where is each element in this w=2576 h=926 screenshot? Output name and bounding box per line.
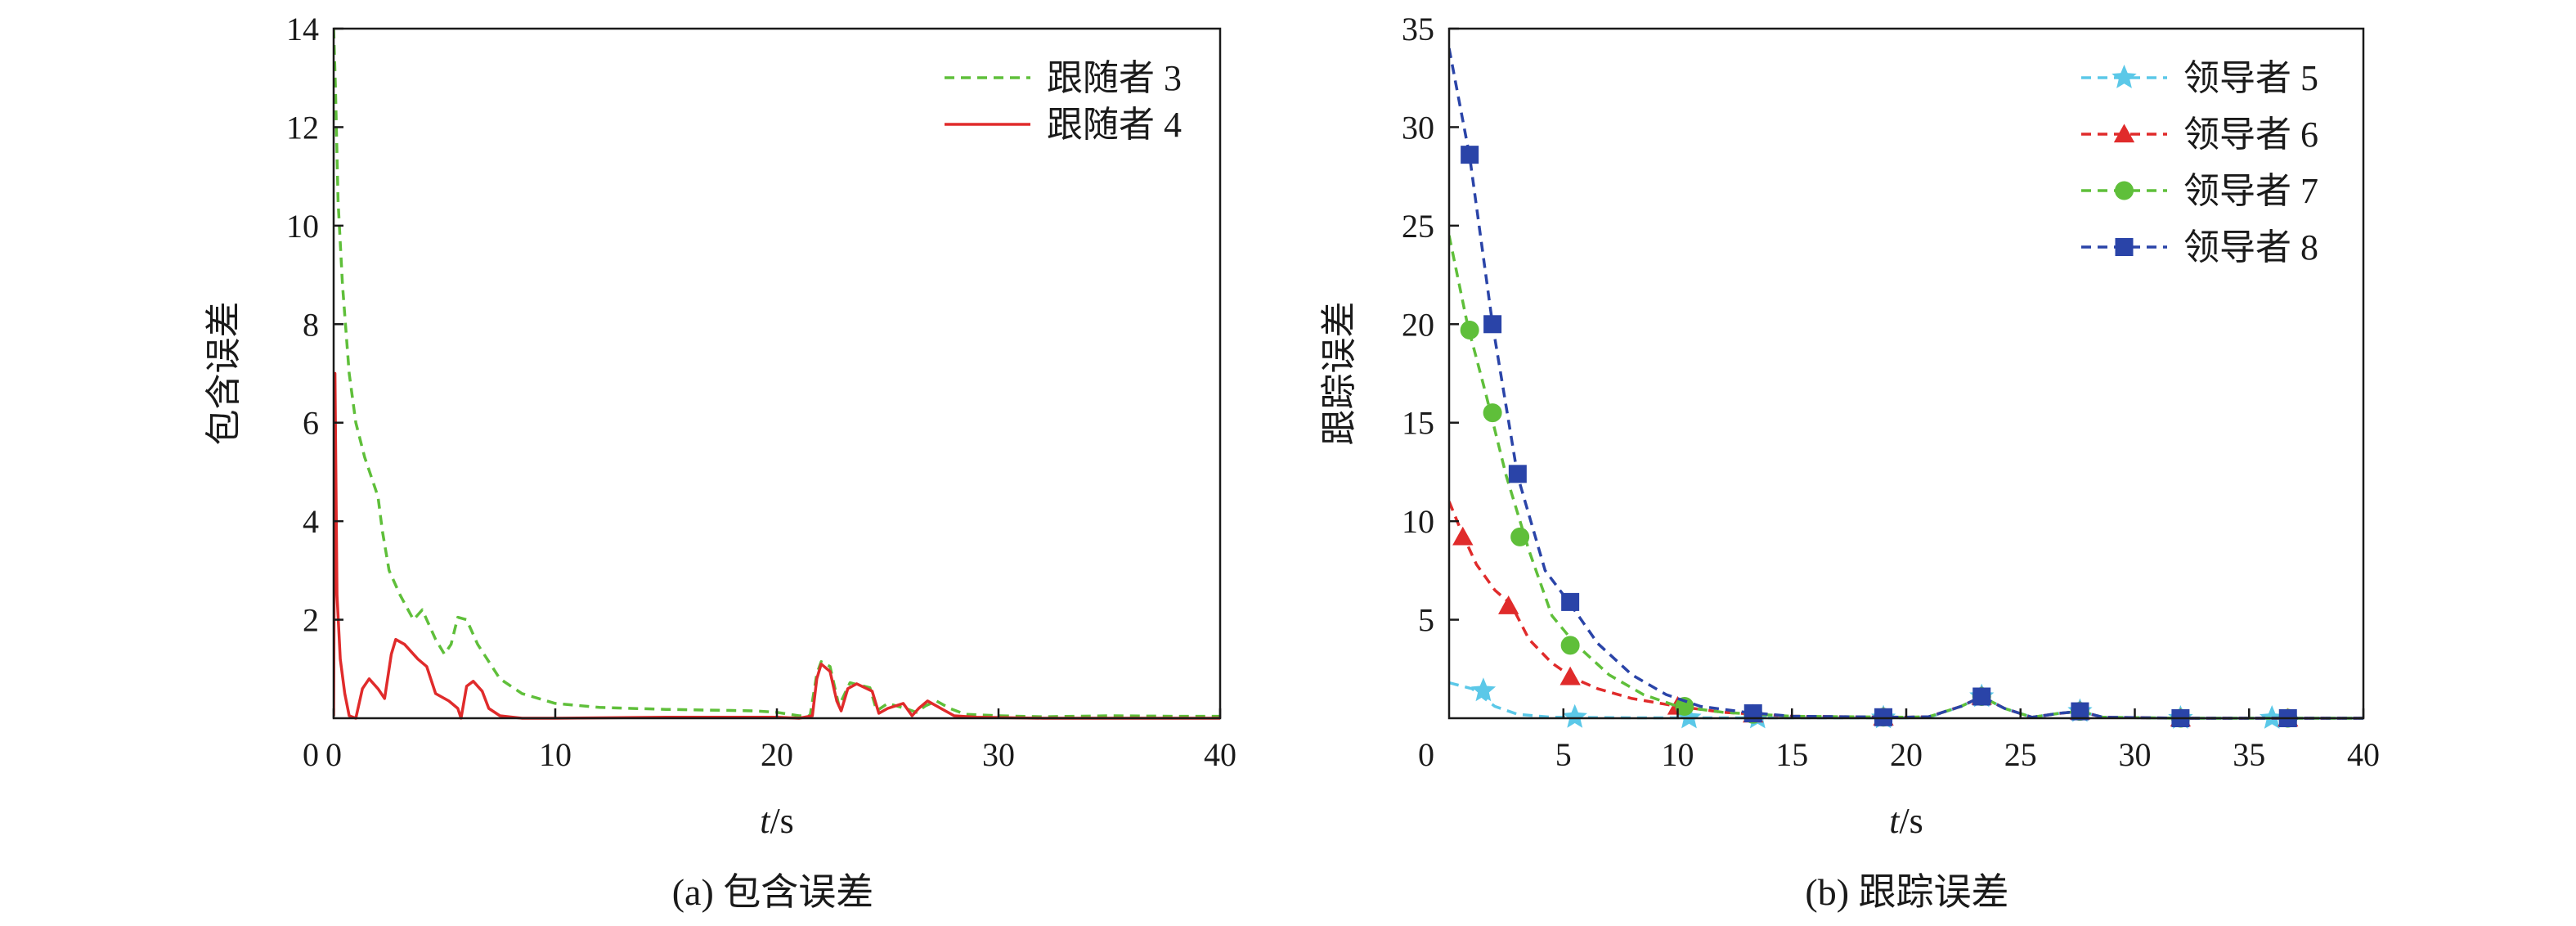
series-1-marker [1676, 704, 1702, 729]
x-axis-title: t/s [760, 801, 794, 841]
series-line-1 [334, 28, 1220, 718]
y-tick-label: 8 [303, 306, 319, 343]
legend-marker-1 [2112, 65, 2137, 88]
panel-a: 0 10 20 30 40 2 4 6 8 10 12 14 0 t/s 包含误差 跟随者 3 跟随者 4 (a)… [204, 11, 1236, 913]
x-tick-label: 25 [2004, 736, 2037, 773]
x-axis-title: t/s [1889, 801, 1923, 841]
legend-label-2: 跟随者 4 [1047, 105, 1182, 145]
series-4-marker [1744, 703, 1762, 722]
y-tick-label: 35 [1402, 11, 1434, 47]
y-axis-title: 跟踪误差 [1319, 302, 1359, 446]
series-2-marker [1560, 666, 1581, 686]
x-tick-label: 30 [982, 736, 1015, 773]
series-1-marker [1470, 677, 1497, 702]
series-line-3 [1449, 235, 2363, 720]
series-3-marker [1483, 403, 1502, 423]
x-axis-title-unit: /s [770, 801, 793, 841]
x-tick-label: 40 [2347, 736, 2380, 773]
x-axis-title-var: t [1889, 801, 1901, 841]
legend-label-3: 领导者 7 [2183, 171, 2318, 211]
series-1-marker [1562, 703, 1587, 728]
legend-marker-4 [2115, 238, 2134, 256]
x-tick-label: 10 [539, 736, 572, 773]
series-3-marker [1460, 321, 1479, 340]
panel-caption: (b) 跟踪误差 [1805, 871, 2008, 913]
legend-label-1: 领导者 5 [2183, 58, 2318, 98]
legend-marker-3 [2115, 181, 2134, 200]
y-tick-label: 10 [286, 208, 319, 245]
x-axis-title-unit: /s [1899, 801, 1923, 841]
y-tick-label: 30 [1402, 109, 1434, 146]
x-tick-label: 35 [2233, 736, 2265, 773]
panel-caption: (a) 包含误差 [672, 871, 874, 913]
series-4-marker [1561, 592, 1580, 611]
panel-b: 5 10 15 20 25 30 35 40 5 10 15 20 25 30 35 0 t/s 跟踪误差 领导者 … [1319, 11, 2380, 913]
x-tick-label: 15 [1775, 736, 1808, 773]
legend-label-4: 领导者 8 [2183, 227, 2318, 267]
legend-label-2: 领导者 6 [2183, 115, 2318, 155]
x-tick-label: 40 [1204, 736, 1236, 773]
y-tick-label: 12 [286, 109, 319, 146]
legend-label-1: 跟随者 3 [1047, 58, 1182, 98]
y-tick-label: 6 [303, 405, 319, 442]
series-3-marker [1510, 527, 1530, 546]
x-tick-label: 10 [1662, 736, 1694, 773]
series-2-marker [1498, 596, 1519, 614]
x-axis-title-var: t [760, 801, 771, 841]
y-tick-label: 2 [303, 602, 319, 639]
series-3-marker [1675, 697, 1694, 717]
x-tick-label: 0 [325, 736, 342, 773]
y-tick-label: 5 [1418, 602, 1434, 639]
origin-label: 0 [303, 736, 319, 773]
y-tick-label: 10 [1402, 503, 1434, 540]
y-tick-label: 20 [1402, 306, 1434, 343]
series-4-marker [1483, 315, 1502, 334]
x-tick-label: 20 [1890, 736, 1923, 773]
y-axis-title: 包含误差 [204, 302, 244, 446]
series-2-marker [1452, 526, 1474, 546]
y-tick-label: 25 [1402, 208, 1434, 245]
y-tick-label: 15 [1402, 405, 1434, 442]
x-tick-label: 30 [2119, 736, 2152, 773]
y-tick-label: 4 [303, 503, 319, 540]
y-tick-label: 14 [286, 11, 319, 47]
series-4-marker [1972, 687, 1991, 706]
series-4-marker [2071, 702, 2089, 721]
series-line-2 [1449, 501, 2363, 720]
series-4-marker [1508, 465, 1527, 483]
series-line-2 [334, 371, 1220, 720]
legend-marker-2 [2113, 124, 2135, 143]
x-tick-label: 5 [1555, 736, 1572, 773]
series-4-marker [1461, 146, 1479, 164]
series-3-marker [1560, 636, 1580, 655]
x-tick-label: 20 [761, 736, 793, 773]
origin-label: 0 [1418, 736, 1434, 773]
